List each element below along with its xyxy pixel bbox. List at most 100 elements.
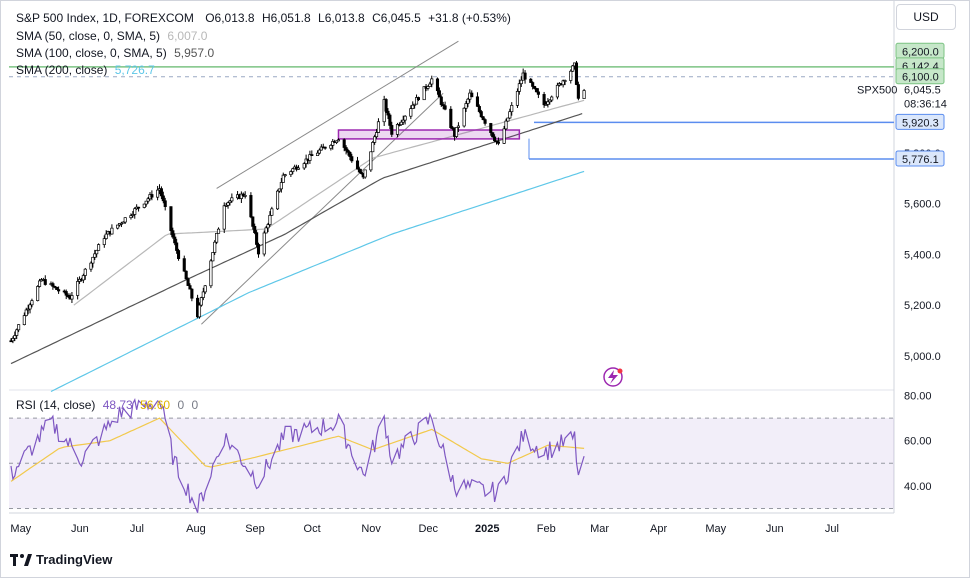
candle-body [571,65,575,72]
candle-body [375,132,379,138]
rsi-line [10,398,585,513]
sma200-label: SMA (200, close) [16,63,108,77]
rsi-label: RSI (14, close) [16,398,96,412]
candle-body [123,217,127,223]
candle-body [281,174,285,183]
candle-body [449,108,453,128]
candle-body [119,222,123,225]
candle-body [24,309,28,316]
candle-body [213,241,217,253]
candle-body [504,120,508,130]
sma200-legend[interactable]: SMA (200, close) 5,726.7 [16,63,155,77]
channel-upper [216,40,459,189]
candle-body [331,141,335,146]
consolidation-zone [337,129,521,140]
candle-body [81,275,85,281]
candle-body [279,182,283,190]
candle-body [131,214,135,216]
time-tick-label: Jun [71,523,89,535]
candle-body [464,103,468,109]
candle-body [55,286,59,290]
symbol-tag: SPX500 [857,85,897,97]
candle-body [150,194,154,198]
candle-body [70,295,74,300]
candle-body [548,99,552,103]
price-badge-label: 6,100.0 [902,72,939,84]
candle-body [9,340,13,343]
candle-body [249,195,253,218]
time-tick-label: Aug [186,523,206,535]
candle-body [359,171,363,174]
close-label: C [372,11,381,25]
channel-lower [201,92,444,325]
time-tick-label: Apr [650,523,667,535]
candle-body [256,244,261,255]
candle-body [239,193,243,199]
candle-body [454,127,459,137]
candle-body [253,226,257,233]
rsi-legend[interactable]: RSI (14, close) 48.73 56.60 0 0 [16,398,198,412]
countdown-label: 08:36:14 [904,99,947,111]
rsi-ma-value: 56.60 [140,398,171,412]
candle-body [89,262,93,270]
candle-body [451,127,455,130]
time-tick-label: Dec [418,523,438,535]
candle-body [163,200,167,207]
candle-body [276,190,280,210]
candle-body [529,78,533,83]
sma100-label: SMA (100, close, 0, SMA, 5) [16,46,167,60]
time-tick-label: Mar [590,523,609,535]
candle-body [102,238,106,245]
candle-body [491,132,495,138]
candle-body [264,227,268,234]
candle-body [335,140,339,143]
currency-button[interactable]: USD [896,4,956,30]
candle-body [582,90,586,99]
candle-body [11,338,15,342]
sma100-value: 5,957.0 [174,46,215,60]
candle-body [283,174,287,176]
candle-body [302,163,306,169]
candle-body [470,92,474,98]
candle-body [439,96,443,105]
candle-body [251,216,255,227]
time-tick-label: Jul [130,523,144,535]
candle-body [388,114,392,126]
candle-body [348,151,352,157]
candle-body [142,203,146,208]
rsi-extra-1: 0 [177,398,185,412]
candle-body [376,121,381,133]
price-badge [895,150,945,167]
candle-body [481,116,485,120]
time-tick-label: Nov [361,523,381,535]
candle-body [329,145,333,149]
brand-name: TradingView [36,552,113,567]
candle-body [91,256,95,264]
time-tick-label: Jun [766,523,784,535]
candle-body [197,304,202,318]
candle-body [211,252,215,262]
candle-body [308,154,312,161]
candle-body [171,230,175,238]
candle-body [483,119,487,124]
candle-body [428,83,432,87]
candle-body [546,101,550,105]
time-tick-label: 2025 [475,523,499,535]
candle-body [555,84,559,98]
sma50-legend[interactable]: SMA (50, close, 0, SMA, 5) 6,007.0 [16,29,207,43]
time-tick-label: May [705,523,726,535]
candle-body [508,111,512,119]
candle-body [363,169,367,178]
candle-body [224,205,228,207]
candle-body [216,228,221,234]
candle-body [441,104,445,107]
rsi-extra-2: 0 [191,398,199,412]
candle-body [561,80,565,86]
sma100-legend[interactable]: SMA (100, close, 0, SMA, 5) 5,957.0 [16,46,214,60]
close-value: 6,045.5 [380,11,421,25]
candle-body [534,88,539,93]
time-tick-label: May [10,523,31,535]
candle-body [173,236,177,244]
tradingview-logo[interactable]: TradingView [10,552,112,567]
